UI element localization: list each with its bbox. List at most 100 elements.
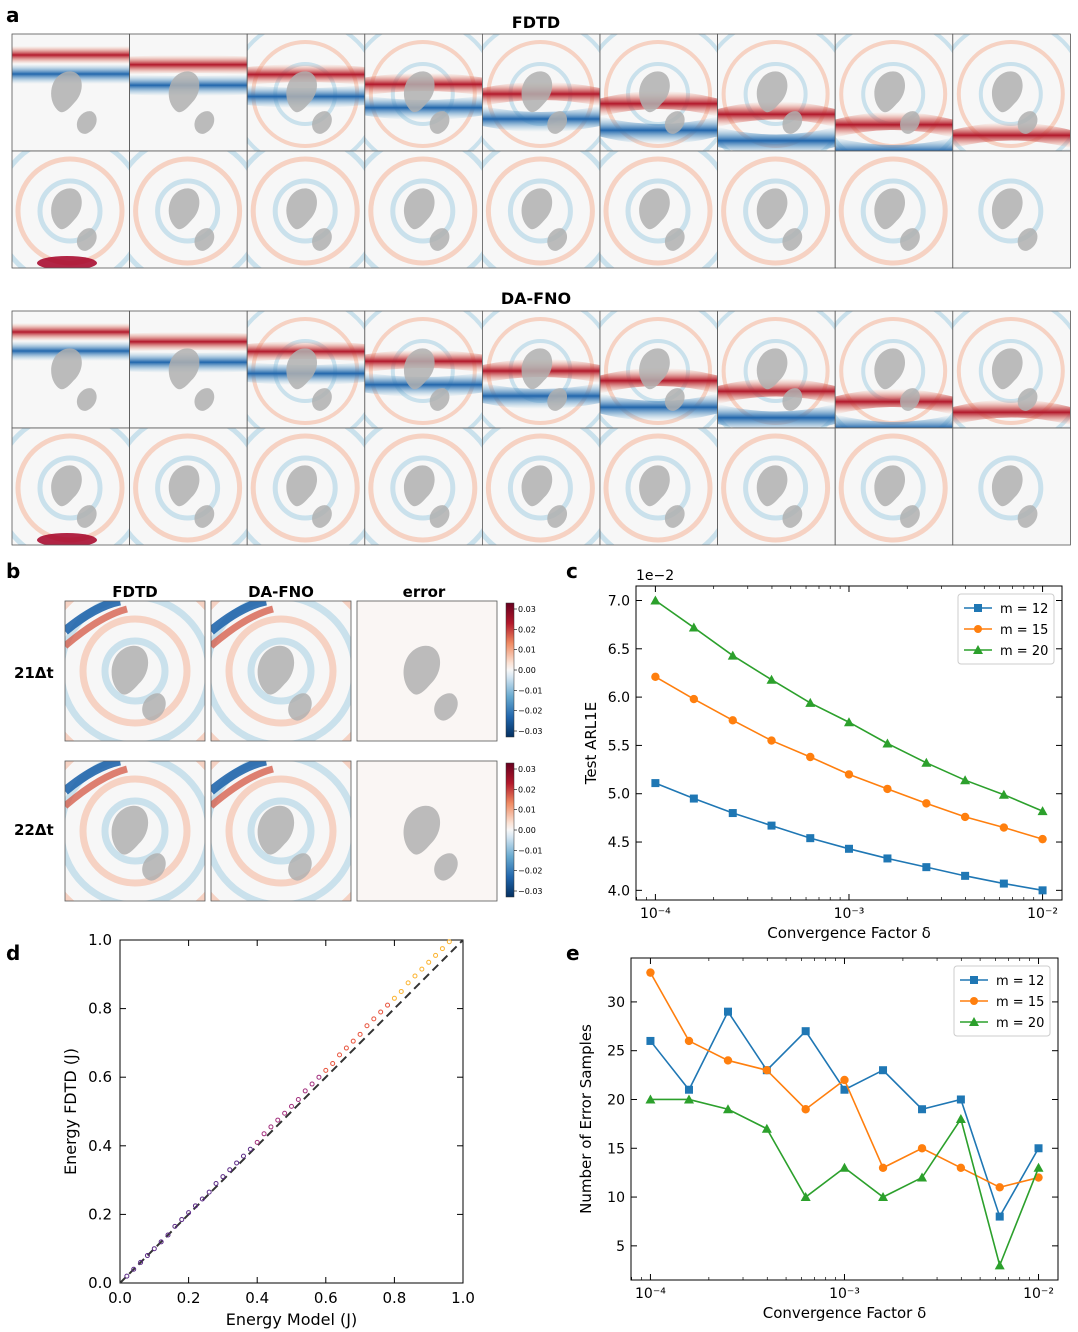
wave-ripple — [368, 156, 478, 266]
wave-ripple — [390, 62, 455, 126]
obstacle-shape — [286, 348, 318, 390]
wave-frame — [834, 150, 954, 269]
data-point — [330, 1060, 336, 1066]
panel-b-colorbars: 0.03 0.02 0.01 0.00 −0.01 −0.02 −0.03 0.03 0.02 0… — [505, 602, 543, 898]
wave-ripple — [625, 455, 691, 521]
obstacle-shape — [547, 505, 568, 528]
data-point — [922, 863, 931, 872]
frame-content — [952, 34, 1071, 151]
data-point — [439, 946, 445, 952]
row-label-22: 22Δt — [14, 821, 54, 839]
data-point — [801, 1027, 810, 1036]
x-tick-label: 10⁻³ — [834, 906, 865, 922]
y-tick-label: 0.2 — [88, 1205, 112, 1223]
legend-label: m = 12 — [996, 974, 1044, 989]
frame-content — [482, 428, 600, 545]
wave-ripple — [721, 156, 831, 266]
data-point — [998, 789, 1009, 799]
obstacle-shape — [991, 348, 1023, 390]
y-tick-label: 7.0 — [608, 593, 630, 609]
wave-band-red — [12, 45, 130, 64]
map-content — [357, 761, 497, 901]
x-tick-label: 0.0 — [108, 1289, 132, 1307]
obstacle-shape — [521, 348, 553, 390]
dafno-frame-grid — [11, 310, 1071, 546]
obstacle-shape — [51, 465, 82, 507]
x-tick-label: 10⁻² — [1023, 1286, 1054, 1302]
data-point — [124, 1273, 130, 1279]
wave-band-blue — [835, 137, 953, 151]
obstacle-shape — [312, 388, 332, 411]
wave-frame — [717, 427, 836, 546]
data-point — [801, 1105, 810, 1114]
data-point — [878, 1163, 888, 1172]
obstacle-shape — [547, 228, 568, 251]
y-offset-label: 1e−2 — [636, 568, 674, 584]
wave-ripple — [247, 637, 315, 705]
x-tick-label: 1.0 — [451, 1289, 475, 1307]
data-point — [689, 694, 699, 704]
wave-ripple — [390, 178, 456, 244]
wave-ripple — [978, 178, 1044, 244]
y-tick-label: 6.0 — [608, 690, 630, 706]
y-tick-label: 5.0 — [608, 787, 630, 803]
data-point — [357, 1031, 363, 1037]
wave-frame — [599, 150, 718, 269]
frame-content — [952, 151, 1071, 268]
obstacle-shape — [639, 71, 670, 113]
obstacle-shape — [312, 111, 332, 134]
wave-ripple — [743, 339, 808, 403]
obstacle-shape — [756, 465, 788, 507]
obstacle-shape — [874, 71, 906, 113]
data-point — [761, 1123, 772, 1133]
obstacle-shape — [76, 111, 97, 134]
data-point — [309, 1081, 315, 1087]
row-label-21: 21Δt — [14, 664, 54, 682]
data-point — [289, 1103, 294, 1109]
obstacle-shape — [900, 505, 920, 528]
series-line-m12 — [649, 1010, 1040, 1219]
map-content — [211, 601, 351, 741]
wave-frame — [11, 33, 130, 152]
wave-ripple — [485, 433, 595, 543]
obstacle-shape — [547, 111, 568, 134]
wave-frame — [364, 150, 483, 269]
colorbar-tick-label: 0.03 — [518, 605, 536, 614]
obstacle-shape — [782, 228, 803, 251]
panel-b-images — [64, 600, 498, 902]
obstacle-shape — [51, 188, 82, 230]
error-map — [356, 600, 498, 742]
obstacle-shape — [874, 348, 906, 390]
frame-border — [952, 427, 1071, 546]
obstacle-shape — [403, 71, 435, 113]
data-point — [728, 809, 737, 818]
chart-c: 10⁻⁴ 10⁻³ 10⁻² 4.0 4.5 5.0 5.5 6.0 6.5 7.0 Converg… — [582, 568, 1063, 942]
wave-frame — [717, 150, 836, 269]
data-point — [727, 650, 738, 660]
wave-band-blue — [717, 127, 836, 151]
data-point — [800, 1192, 811, 1202]
data-point — [1038, 834, 1047, 844]
obstacle-shape — [521, 71, 553, 113]
wave-band-red — [12, 322, 130, 341]
obstacle-shape — [257, 805, 295, 855]
frame-content — [600, 311, 718, 428]
field-map — [64, 600, 206, 742]
wave-ripple — [743, 178, 809, 244]
field-map — [210, 760, 352, 902]
data-point — [767, 821, 776, 830]
y-tick-label: 10 — [607, 1190, 625, 1206]
wave-ripple — [860, 455, 926, 521]
y-tick-label: 5 — [616, 1239, 625, 1255]
panel-b: b FDTD DA-FNO error 21Δt 22Δt 0.030.020.… — [6, 559, 543, 902]
obstacle-shape — [1017, 228, 1038, 251]
col-title-fdtd: FDTD — [112, 583, 157, 601]
wave-band-blue — [600, 393, 718, 421]
wave-ripple — [250, 156, 360, 266]
legend-label: m = 15 — [1000, 623, 1048, 638]
y-axis-label: Test ARL1E — [582, 702, 600, 785]
obstacle-shape — [521, 465, 553, 507]
obstacle-shape — [991, 71, 1023, 113]
wave-frame — [246, 33, 366, 152]
obstacle-shape — [1017, 111, 1038, 134]
